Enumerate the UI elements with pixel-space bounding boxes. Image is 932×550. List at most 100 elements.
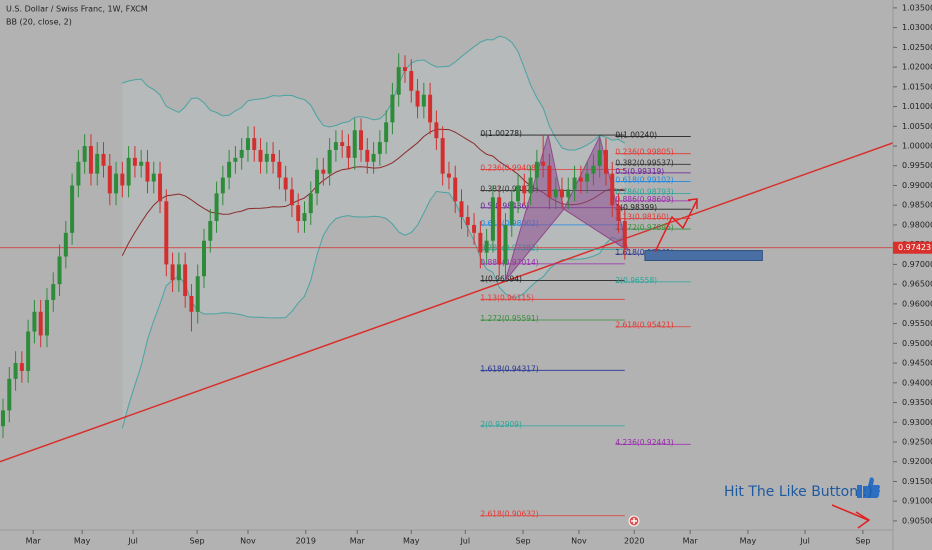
candle-body — [126, 157, 131, 186]
candle-body — [346, 146, 351, 158]
x-tick-label: Nov — [571, 537, 587, 546]
candle-body — [572, 177, 577, 190]
candle-body — [170, 264, 175, 281]
candle-body — [302, 213, 307, 221]
x-tick-label: Jul — [799, 537, 810, 546]
x-tick-label: May — [74, 537, 91, 546]
fib-label: 1.272(0.97896) — [615, 223, 673, 232]
candle-body — [472, 224, 477, 233]
candle-body — [308, 193, 313, 214]
candle-body — [63, 232, 68, 257]
candle-body — [245, 138, 250, 150]
candle-body — [603, 149, 608, 174]
y-tick-label: 0.94500 — [902, 359, 932, 368]
candle-body — [453, 177, 458, 202]
last-price-tag — [893, 241, 932, 254]
fib-label: 0.786(0.97382) — [480, 243, 538, 252]
candle-body — [597, 149, 602, 166]
candle-body — [421, 94, 426, 107]
x-tick-label: May — [740, 537, 757, 546]
candle-body — [428, 94, 433, 123]
candle-body — [44, 299, 49, 336]
candle-body — [158, 173, 163, 202]
candle-body — [13, 363, 18, 379]
candle-body — [352, 130, 357, 158]
candle-body — [384, 122, 389, 143]
candle-body — [371, 153, 376, 162]
candle-body — [114, 173, 119, 194]
candle-body — [195, 276, 200, 312]
fib-label: 0.618(0.98002) — [480, 219, 538, 228]
fib-label: 1(0.96594) — [480, 274, 522, 283]
fib-label: 1.13(0.96115) — [480, 293, 534, 302]
candle-body — [201, 240, 206, 277]
x-tick-label: 2020 — [624, 537, 644, 546]
target-zone — [644, 250, 763, 261]
fib-label: 0(1.00278) — [480, 129, 522, 138]
y-tick-label: 0.90500 — [902, 516, 932, 525]
candle-body — [359, 130, 364, 150]
candle-body — [95, 153, 100, 174]
candle-body — [553, 189, 558, 198]
fib-label: 0.382(0.98871) — [480, 185, 538, 194]
candle-body — [271, 153, 276, 162]
x-tick-label: Mar — [350, 537, 366, 546]
candle-body — [57, 256, 62, 285]
y-tick-label: 0.98000 — [902, 220, 932, 229]
candle-body — [296, 205, 301, 221]
fib-label: 1(0.98399) — [615, 203, 657, 212]
candle-body — [534, 161, 539, 178]
bollinger-lower — [121, 190, 626, 429]
candle-body — [497, 197, 502, 265]
candle-body — [7, 378, 12, 411]
y-tick-label: 1.02500 — [902, 43, 932, 52]
candle-body — [321, 169, 326, 174]
candle-body — [390, 94, 395, 123]
candle-body — [164, 201, 169, 265]
candle-body — [70, 185, 75, 233]
x-tick-label: Jul — [459, 537, 470, 546]
y-tick-label: 0.99000 — [902, 181, 932, 190]
y-tick-label: 0.97000 — [902, 260, 932, 269]
y-tick-label: 1.01000 — [902, 102, 932, 111]
candle-body — [541, 161, 546, 166]
fib-label: 0.618(0.99102) — [615, 175, 673, 184]
trendline — [0, 142, 894, 463]
fib-label: 2.618(0.95421) — [615, 321, 673, 330]
y-tick-label: 0.98500 — [902, 201, 932, 210]
candle-body — [107, 165, 112, 194]
candle-body — [465, 217, 470, 225]
x-tick-label: May — [403, 537, 420, 546]
candle-body — [264, 153, 269, 162]
y-tick-label: 0.95500 — [902, 319, 932, 328]
symbol-title: U.S. Dollar / Swiss Franc, 1W, FXCM — [6, 5, 148, 14]
candle-body — [88, 146, 93, 174]
y-tick-label: 0.96500 — [902, 280, 932, 289]
candle-body — [327, 149, 332, 174]
candle-body — [82, 146, 87, 162]
x-tick-label: Mar — [26, 537, 42, 546]
candle-body — [132, 157, 137, 166]
fib-label: 2.618(0.90632) — [480, 510, 538, 519]
x-tick-label: Sep — [855, 537, 870, 546]
y-tick-label: 1.00500 — [902, 122, 932, 131]
candle-body — [315, 169, 320, 194]
candle-body — [365, 149, 370, 162]
candle-body — [101, 153, 106, 166]
last-price-label: 0.97423 — [898, 243, 931, 252]
fib-label: 1.618(0.94317) — [480, 364, 538, 373]
candle-body — [38, 311, 43, 336]
y-tick-label: 0.91000 — [902, 497, 932, 506]
indicator-legend: BB (20, close, 2) — [6, 18, 72, 27]
plot: 0(1.00278) 0.236(0.99408) 0.382(0.98871) 0.… — [0, 35, 894, 519]
fib-label: 1.272(0.95591) — [480, 314, 538, 323]
candle-body — [340, 142, 345, 147]
y-tick-label: 1.02000 — [902, 63, 932, 72]
thumbs-up-icon — [857, 477, 880, 498]
y-tick-label: 0.96000 — [902, 299, 932, 308]
candle-body — [176, 264, 181, 281]
candle-body — [220, 177, 225, 194]
candle-body — [283, 177, 288, 190]
y-tick-label: 1.03500 — [902, 3, 932, 12]
candle-body — [528, 177, 533, 194]
